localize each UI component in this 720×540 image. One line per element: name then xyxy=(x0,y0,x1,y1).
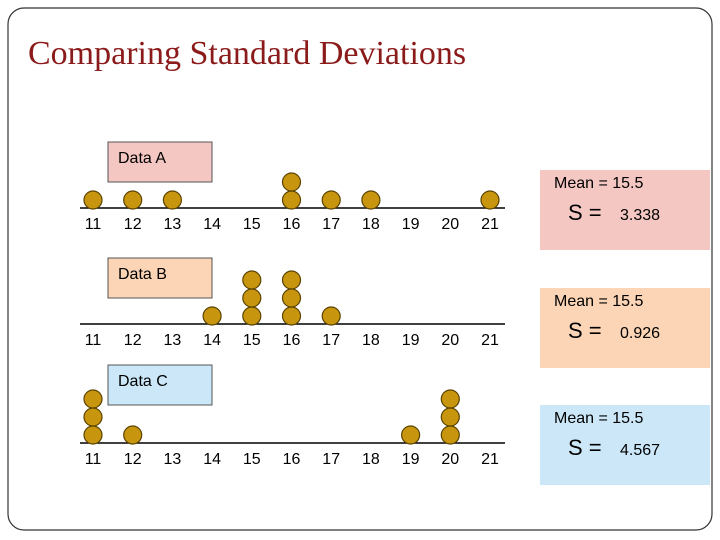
tick-label: 12 xyxy=(124,216,142,233)
s-label: S = xyxy=(568,318,602,343)
data-dot xyxy=(242,288,262,308)
s-label: S = xyxy=(568,435,602,460)
tick-label: 12 xyxy=(124,451,142,468)
tick-label: 20 xyxy=(441,451,459,468)
stats-box xyxy=(540,170,710,250)
tick-label: 15 xyxy=(243,216,261,233)
data-dot xyxy=(281,306,302,326)
tick-label: 17 xyxy=(322,216,340,233)
data-dot xyxy=(440,425,460,445)
data-dot xyxy=(83,407,103,427)
data-dot xyxy=(321,306,341,326)
data-dot xyxy=(440,389,460,409)
panel-label-box xyxy=(107,141,213,183)
panel-label-box xyxy=(107,364,213,406)
tick-label: 17 xyxy=(322,451,340,468)
data-dot xyxy=(401,425,421,445)
tick-label: 17 xyxy=(322,332,340,349)
data-dot xyxy=(281,190,302,210)
tick-label: 13 xyxy=(164,216,182,233)
tick-label: 14 xyxy=(203,451,221,468)
s-value: 0.926 xyxy=(620,325,660,342)
data-dot xyxy=(440,407,460,427)
data-dot xyxy=(83,425,103,445)
s-value: 3.338 xyxy=(620,207,660,224)
data-dot xyxy=(321,190,341,210)
s-value: 4.567 xyxy=(620,442,660,459)
panel-label: Data C xyxy=(118,373,168,390)
data-dot xyxy=(281,172,302,192)
data-dot xyxy=(281,288,302,308)
mean-text: Mean = 15.5 xyxy=(554,293,644,310)
data-dot xyxy=(281,270,302,290)
tick-label: 16 xyxy=(283,216,301,233)
tick-label: 12 xyxy=(124,332,142,349)
tick-label: 16 xyxy=(283,451,301,468)
data-dot xyxy=(202,306,222,326)
tick-label: 11 xyxy=(85,216,102,233)
tick-label: 18 xyxy=(362,451,380,468)
tick-label: 20 xyxy=(441,332,459,349)
tick-label: 21 xyxy=(481,332,499,349)
panel-label: Data A xyxy=(118,150,166,167)
tick-label: 11 xyxy=(85,332,102,349)
tick-label: 18 xyxy=(362,216,380,233)
tick-label: 15 xyxy=(243,332,261,349)
tick-label: 14 xyxy=(203,332,221,349)
tick-label: 11 xyxy=(85,451,102,468)
slide-title: Comparing Standard Deviations xyxy=(28,35,466,72)
data-dot xyxy=(480,190,500,210)
tick-label: 13 xyxy=(164,332,182,349)
tick-label: 20 xyxy=(441,216,459,233)
tick-label: 19 xyxy=(402,216,420,233)
tick-label: 16 xyxy=(283,332,301,349)
stats-box xyxy=(540,288,710,368)
mean-text: Mean = 15.5 xyxy=(554,175,644,192)
tick-label: 19 xyxy=(402,332,420,349)
data-dot xyxy=(83,389,103,409)
data-dot xyxy=(162,190,182,210)
data-dot xyxy=(242,306,262,326)
panel-label: Data B xyxy=(118,266,167,283)
tick-label: 14 xyxy=(203,216,221,233)
data-dot xyxy=(242,270,262,290)
data-dot xyxy=(123,425,143,445)
panel-label-box xyxy=(107,257,213,299)
tick-label: 21 xyxy=(481,451,499,468)
tick-label: 15 xyxy=(243,451,261,468)
data-dot xyxy=(361,190,381,210)
tick-label: 19 xyxy=(402,451,420,468)
stats-box xyxy=(540,405,710,485)
data-dot xyxy=(123,190,143,210)
s-label: S = xyxy=(568,200,602,225)
mean-text: Mean = 15.5 xyxy=(554,410,644,427)
tick-label: 18 xyxy=(362,332,380,349)
tick-label: 21 xyxy=(481,216,499,233)
data-dot xyxy=(83,190,103,210)
tick-label: 13 xyxy=(164,451,182,468)
